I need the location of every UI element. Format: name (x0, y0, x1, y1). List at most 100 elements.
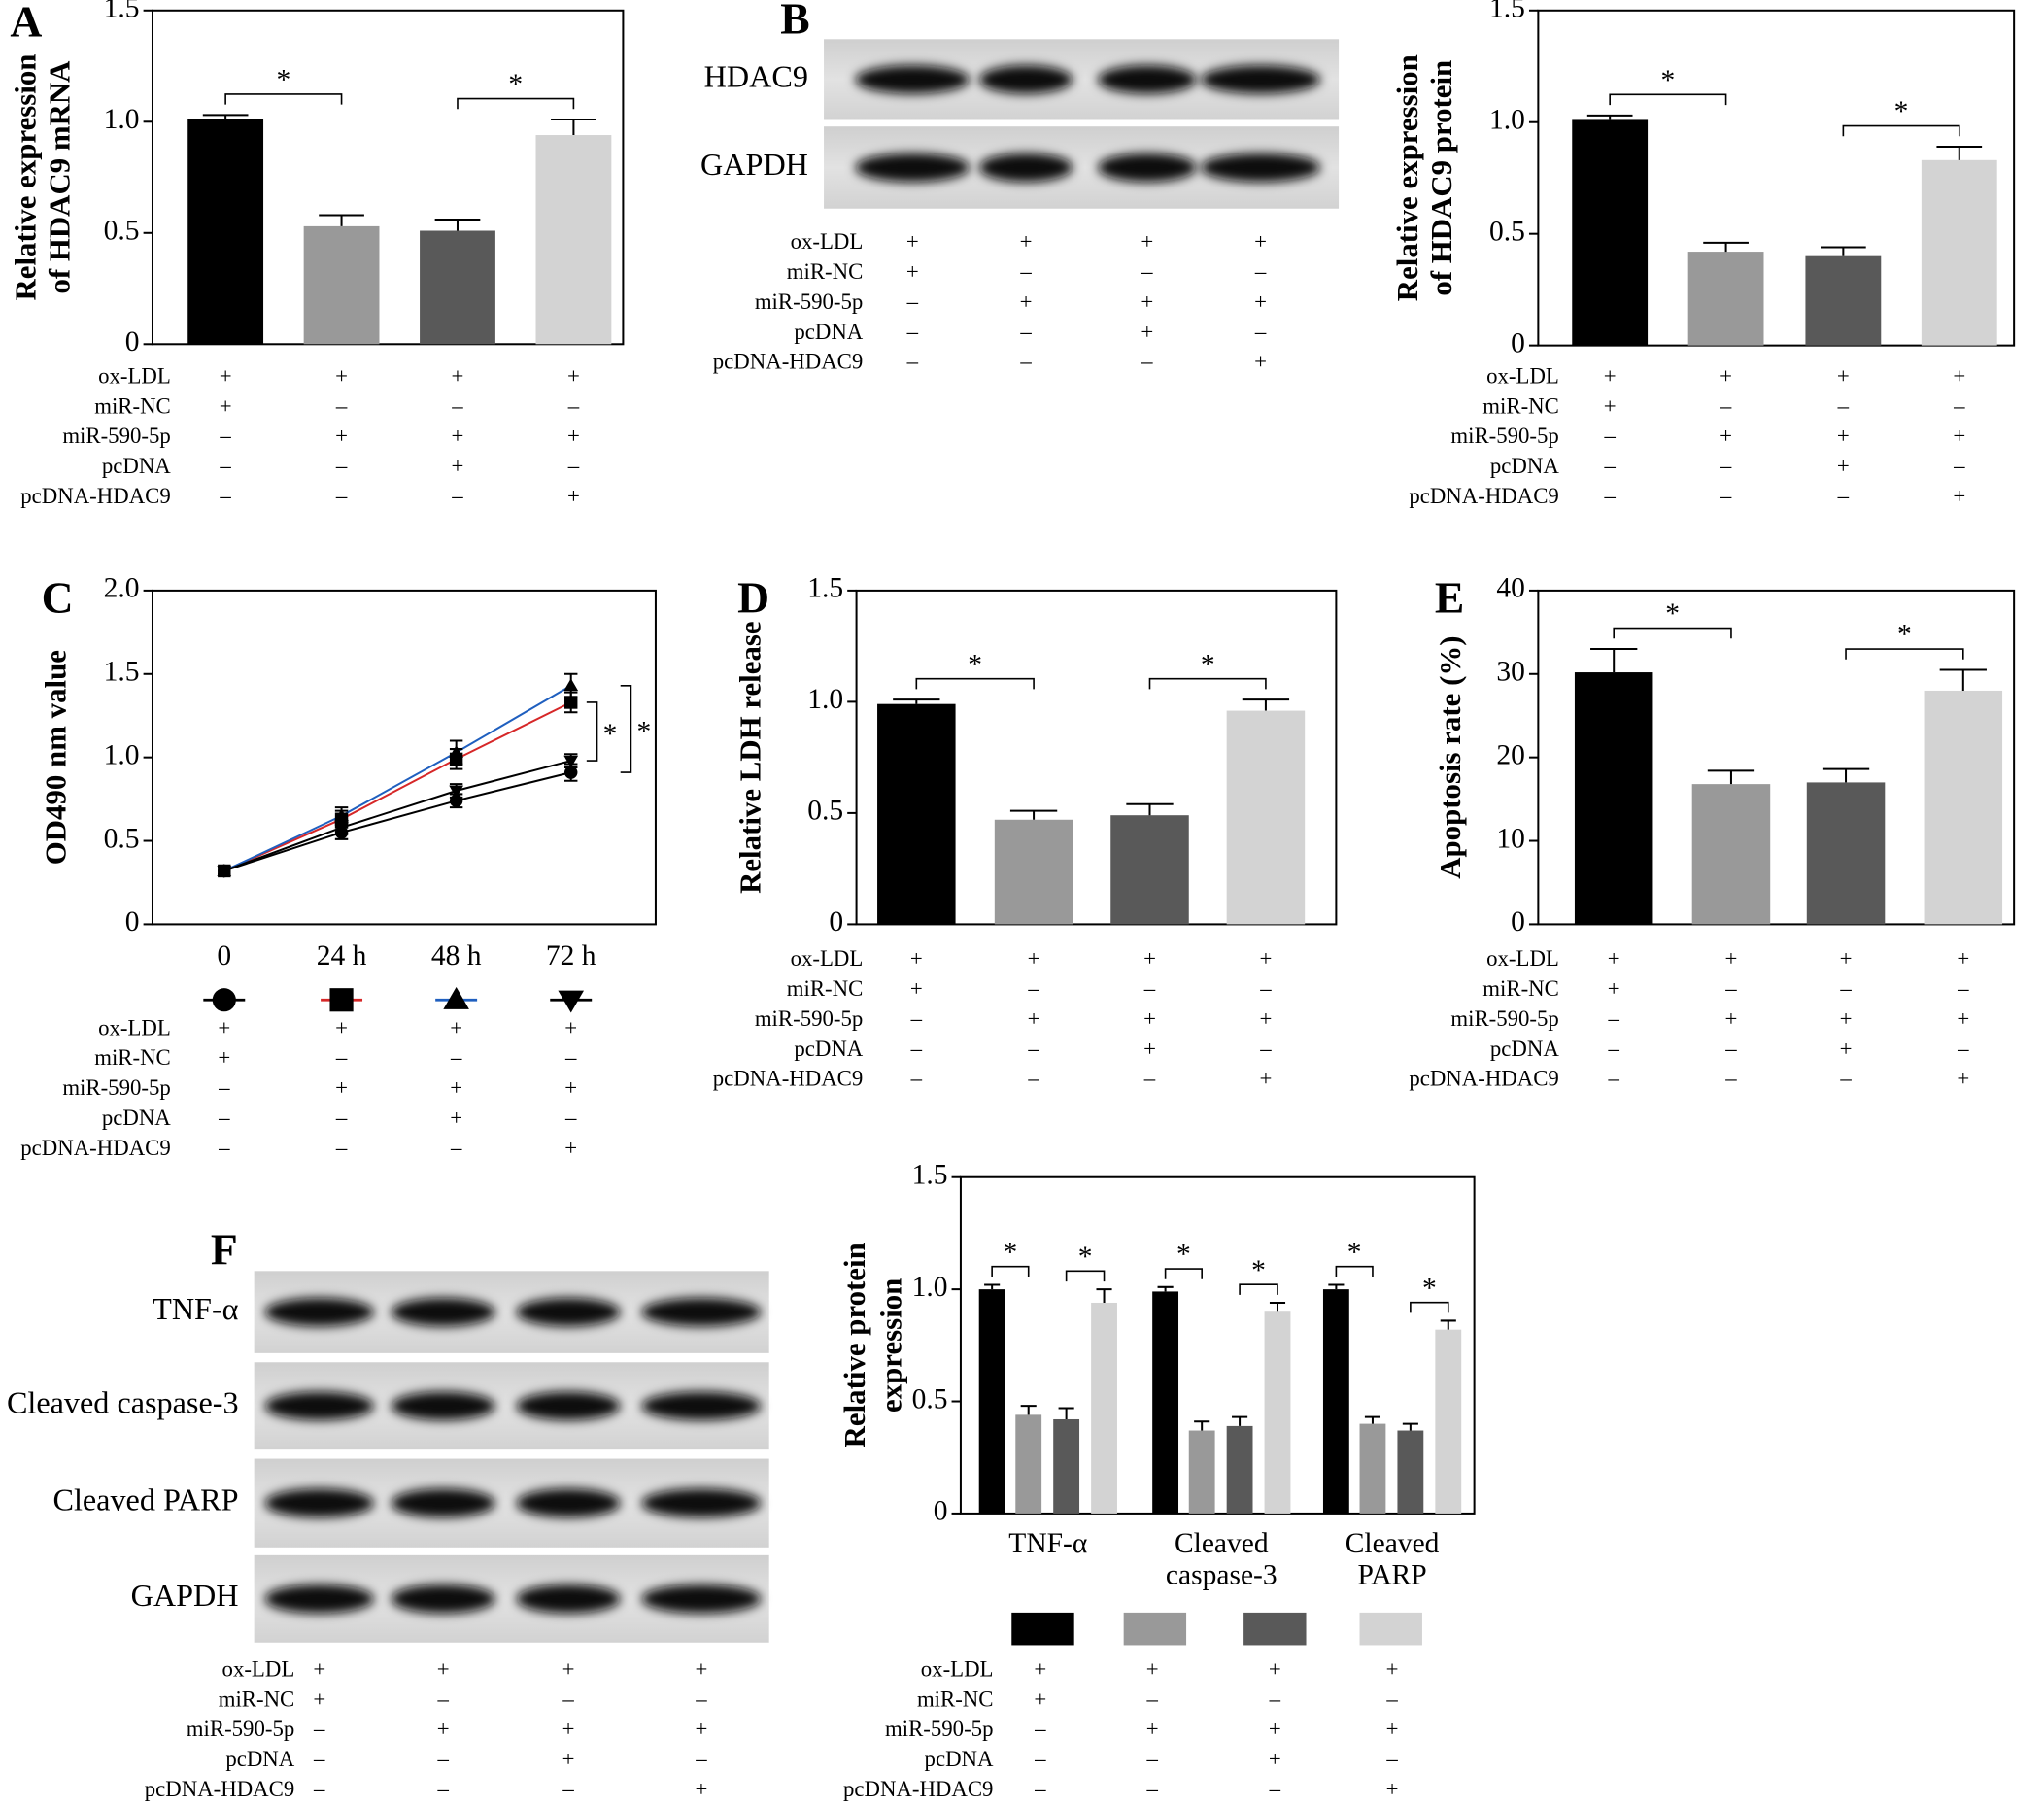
y-axis-label: OD490 nm value (39, 650, 72, 865)
error-bar (1936, 146, 1983, 160)
treatment-sign: + (1837, 424, 1850, 448)
significance-bracket (1335, 1265, 1374, 1277)
marker (564, 696, 578, 709)
y-tick-label: 1.0 (912, 1272, 948, 1303)
treatment-sign: – (906, 289, 919, 314)
treatment-sign: – (1019, 350, 1032, 374)
significance-bracket (915, 677, 1035, 690)
treatment-sign: – (1259, 1037, 1272, 1061)
treatment-sign: – (218, 1136, 230, 1160)
treatment-sign: – (910, 1067, 923, 1091)
plot-frame (151, 589, 657, 926)
treatment-sign: – (335, 393, 348, 418)
y-tick-label: 20 (1496, 739, 1525, 770)
treatment-label: miR-NC (787, 976, 864, 1001)
error-bar (1328, 1283, 1345, 1290)
treatment-sign: + (1269, 1747, 1281, 1771)
bar (1574, 672, 1653, 925)
treatment-sign: + (1034, 1686, 1046, 1711)
treatment-sign: + (1028, 946, 1040, 971)
treatment-sign: + (695, 1777, 707, 1801)
y-tick-label: 0.5 (1489, 216, 1525, 247)
treatment-sign: – (1385, 1686, 1398, 1711)
treatment-sign: – (450, 1045, 462, 1070)
treatment-label: ox-LDL (921, 1657, 994, 1682)
treatment-sign: + (1259, 946, 1272, 971)
y-tick-label: 0 (934, 1496, 948, 1527)
treatment-label: miR-590-5p (1450, 1006, 1558, 1031)
y-tick-label: 0 (125, 326, 140, 358)
treatment-sign: – (567, 454, 580, 478)
treatment-label: ox-LDL (1486, 946, 1559, 971)
x-tick-label: Cleaved (1175, 1528, 1269, 1559)
treatment-sign: – (1720, 484, 1732, 508)
treatment-label: miR-NC (94, 1045, 171, 1070)
treatment-sign: – (1957, 976, 1969, 1001)
treatment-label: pcDNA (102, 1106, 171, 1130)
marker (564, 766, 578, 779)
significance-label: * (1004, 1237, 1018, 1268)
treatment-sign: + (1020, 289, 1033, 314)
blot-band (1097, 65, 1197, 94)
treatment-sign: + (1386, 1657, 1399, 1682)
treatment-sign: – (1034, 1777, 1046, 1801)
x-tick-label: 24 h (317, 940, 367, 971)
marker (563, 755, 579, 768)
x-tick-label: TNF-α (1008, 1528, 1087, 1559)
x-tick-label: 0 (217, 940, 231, 971)
treatment-sign: – (1145, 1686, 1158, 1711)
treatment-sign: + (1957, 946, 1969, 971)
treatment-label: miR-590-5p (1450, 424, 1558, 448)
blot-band (391, 1584, 495, 1614)
significance-label: * (1894, 96, 1909, 127)
treatment-label: pcDNA-HDAC9 (20, 1136, 171, 1160)
bar (535, 135, 612, 345)
blot-band (516, 1391, 621, 1420)
treatment-sign: – (1603, 424, 1616, 448)
blot-band (391, 1391, 495, 1420)
bar (1110, 815, 1189, 925)
treatment-sign: + (695, 1717, 707, 1741)
treatment-sign: – (564, 1045, 577, 1070)
treatment-sign: + (1386, 1777, 1399, 1801)
treatment-sign: + (1143, 1037, 1156, 1061)
treatment-label: miR-590-5p (755, 289, 863, 314)
treatment-sign: – (1027, 976, 1039, 1001)
treatment-label: ox-LDL (1486, 363, 1559, 388)
treatment-label: miR-590-5p (187, 1717, 294, 1741)
y-tick-label: 1.5 (912, 1160, 948, 1191)
treatment-sign: – (219, 424, 231, 448)
marker (449, 785, 464, 799)
blot-band (264, 1391, 375, 1420)
error-bar (1440, 1319, 1456, 1330)
significance-label: * (1078, 1242, 1093, 1273)
legend-marker (329, 988, 354, 1012)
y-tick-label: 2.0 (104, 573, 140, 604)
y-tick-label: 1.5 (104, 0, 140, 24)
error-bar (1269, 1301, 1286, 1312)
treatment-sign: – (451, 484, 463, 508)
bar (1322, 1289, 1349, 1514)
treatment-sign: + (450, 1106, 462, 1130)
y-tick-label: 0 (1511, 327, 1525, 358)
treatment-sign: + (1028, 1006, 1040, 1031)
treatment-sign: – (1034, 1747, 1046, 1771)
treatment-label: miR-590-5p (755, 1006, 863, 1031)
treatment-sign: + (437, 1717, 450, 1741)
marker (334, 822, 349, 835)
treatment-label: miR-NC (787, 259, 864, 284)
significance-bracket (1164, 1268, 1203, 1279)
blot-band (978, 65, 1073, 94)
y-tick-label: 1.0 (807, 684, 843, 715)
treatment-sign: + (437, 1657, 450, 1682)
treatment-label: pcDNA (102, 454, 171, 478)
x-tick-label: PARP (1358, 1559, 1427, 1590)
significance-bracket (224, 93, 343, 105)
treatment-sign: + (1146, 1657, 1159, 1682)
treatment-sign: + (1604, 363, 1617, 388)
bar (877, 703, 956, 925)
treatment-sign: + (1725, 946, 1738, 971)
treatment-sign: + (1957, 1006, 1969, 1031)
treatment-label: pcDNA (1490, 1037, 1559, 1061)
